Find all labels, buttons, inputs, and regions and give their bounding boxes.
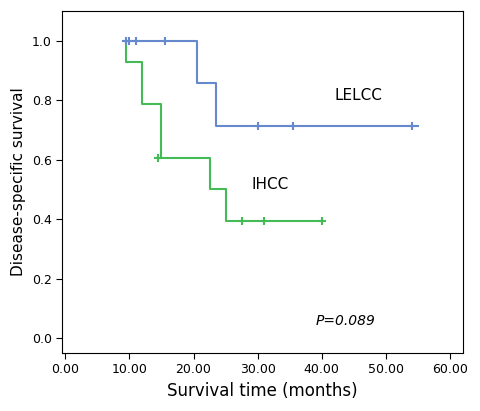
Text: LELCC: LELCC xyxy=(335,88,383,103)
Text: P=0.089: P=0.089 xyxy=(315,314,375,328)
X-axis label: Survival time (months): Survival time (months) xyxy=(167,382,358,400)
Text: IHCC: IHCC xyxy=(251,178,288,192)
Y-axis label: Disease-specific survival: Disease-specific survival xyxy=(11,88,26,276)
